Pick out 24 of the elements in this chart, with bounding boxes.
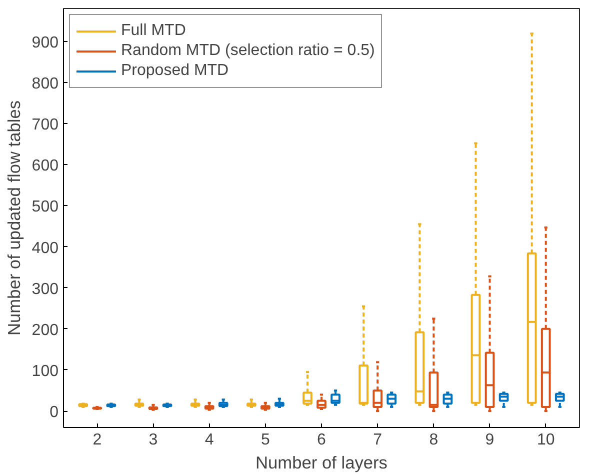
y-tick-label: 600 <box>32 158 59 175</box>
x-tick-label: 4 <box>204 432 214 448</box>
legend-label: Proposed MTD <box>121 62 229 80</box>
x-tick-label: 7 <box>373 432 382 448</box>
x-tick-label: 10 <box>536 432 555 448</box>
x-tick-label: 5 <box>260 432 270 448</box>
x-tick-label: 6 <box>317 432 326 448</box>
y-tick-label: 800 <box>32 75 59 92</box>
legend-label: Random MTD (selection ratio = 0.5) <box>121 42 375 60</box>
y-tick-label: 500 <box>32 198 59 216</box>
y-axis-title: Number of updated flow tables <box>4 100 24 336</box>
y-tick-label: 0 <box>50 404 59 422</box>
y-tick-label: 300 <box>32 280 59 298</box>
x-tick-label: 3 <box>148 432 158 448</box>
x-axis-title: Number of layers <box>256 452 388 472</box>
x-tick-label: 9 <box>485 432 494 448</box>
y-tick-label: 400 <box>32 240 59 257</box>
y-tick-label: 200 <box>32 322 59 339</box>
x-tick-label: 8 <box>429 432 438 448</box>
x-tick-label: 2 <box>92 432 102 448</box>
y-tick-label: 700 <box>32 116 59 134</box>
y-tick-label: 100 <box>32 362 59 380</box>
legend-label: Full MTD <box>121 22 186 40</box>
y-tick-label: 900 <box>32 34 59 52</box>
